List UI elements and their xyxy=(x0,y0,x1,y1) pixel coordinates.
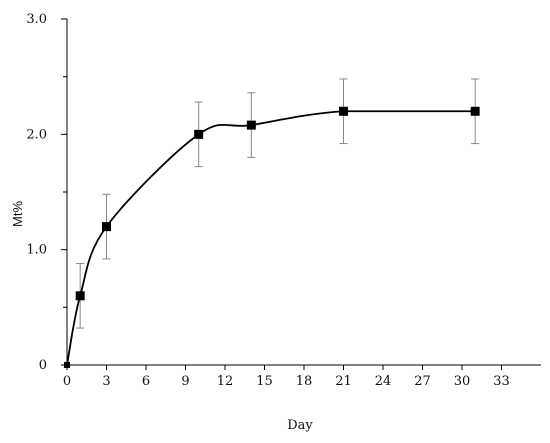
x-tick-label: 9 xyxy=(181,374,189,389)
chart-axes: 0 3 6 9 12 15 18 21 24 27 30 33 0 1.0 2.0 3.0 xyxy=(26,12,541,389)
x-tick-label: 15 xyxy=(256,374,273,389)
x-tick-label: 18 xyxy=(296,374,313,389)
x-tick-label: 30 xyxy=(454,374,471,389)
error-bars xyxy=(76,78,480,329)
y-tick-label: 1.0 xyxy=(26,243,47,258)
x-tick-label: 33 xyxy=(493,374,510,389)
data-point xyxy=(75,291,85,301)
data-point xyxy=(194,129,204,139)
x-tick-label: 6 xyxy=(142,374,150,389)
series-line xyxy=(66,110,476,366)
x-tick-label: 21 xyxy=(335,374,352,389)
x-tick-label: 27 xyxy=(414,374,431,389)
data-point xyxy=(246,120,256,130)
x-axis-title: Day xyxy=(287,418,313,433)
data-point xyxy=(339,106,348,116)
data-point xyxy=(470,106,480,116)
y-tick-label: 3.0 xyxy=(26,12,47,27)
x-tick-label: 24 xyxy=(375,374,392,389)
series-path xyxy=(66,110,476,366)
y-tick-label: 0 xyxy=(39,358,47,373)
x-tick-label: 12 xyxy=(217,374,234,389)
x-tick-label: 0 xyxy=(63,374,71,389)
y-axis-title: Mt% xyxy=(10,201,25,227)
data-point xyxy=(102,222,111,232)
y-tick-label: 2.0 xyxy=(26,127,47,142)
data-point xyxy=(64,362,70,368)
x-tick-label: 3 xyxy=(102,374,110,389)
data-markers xyxy=(64,106,480,368)
